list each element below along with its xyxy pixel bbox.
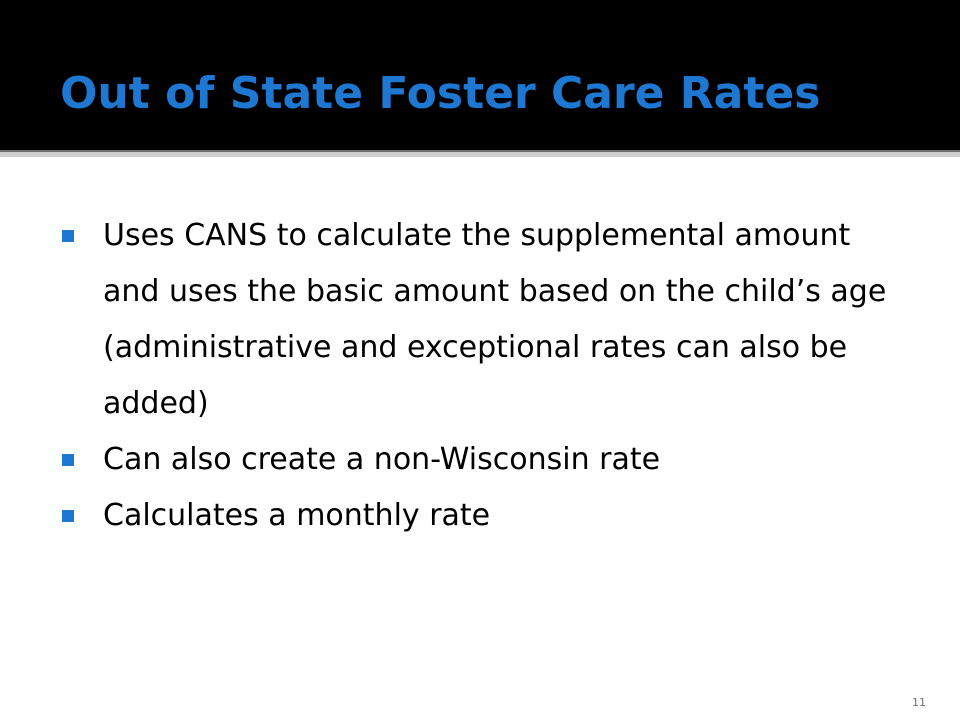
square-bullet-icon [62,230,74,242]
bullet-text-3: Calculates a monthly rate [103,498,491,533]
title-separator-light [0,152,960,157]
title-band: Out of State Foster Care Rates [0,0,960,150]
bullet-text-1: Uses CANS to calculate the supplemental … [103,218,887,421]
slide-title: Out of State Foster Care Rates [60,68,821,119]
square-bullet-icon [62,454,74,466]
page-number: 11 [912,696,926,709]
bullet-item-2: Can also create a non-Wisconsin rate [60,432,890,488]
bullet-list: Uses CANS to calculate the supplemental … [60,208,890,544]
bullet-text-2: Can also create a non-Wisconsin rate [103,442,661,477]
bullet-item-3: Calculates a monthly rate [60,488,890,544]
square-bullet-icon [62,510,74,522]
title-separator-dark [0,150,960,152]
bullet-item-1: Uses CANS to calculate the supplemental … [60,208,890,432]
